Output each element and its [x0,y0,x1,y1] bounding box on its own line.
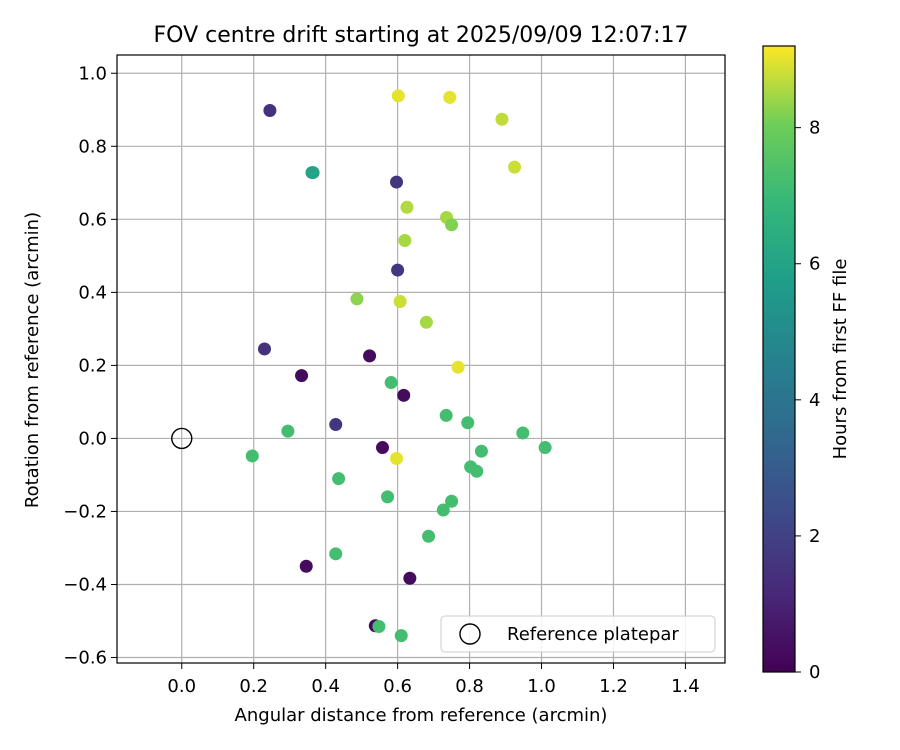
data-point [439,408,453,422]
plot-frame [116,54,726,664]
colorbar-tick-label: 0 [809,662,820,683]
data-point [422,529,436,543]
data-point [332,472,346,486]
data-point [474,444,488,458]
data-point [397,388,411,402]
y-tick-label: 0.0 [78,428,107,449]
x-tick-label: 1.0 [527,676,556,697]
data-point [391,263,405,277]
data-point [419,315,433,329]
colorbar: 0 2 4 6 8 Hours from first FF file [762,45,851,683]
y-tick-label: −0.6 [63,648,107,669]
colorbar-tick-label: 8 [809,118,820,139]
data-point [394,629,408,643]
reference-point-marker [171,427,193,450]
data-point [258,342,272,356]
data-point [451,360,465,374]
legend-box [440,615,716,653]
data-point [403,571,417,585]
colorbar-label: Hours from first FF file [830,259,851,460]
data-point [445,218,459,232]
colorbar-tick-label: 4 [809,390,820,411]
x-tick-label: 0.0 [167,676,196,697]
data-point [306,166,320,180]
data-point [372,619,386,633]
x-tick-label: 1.4 [671,676,700,697]
x-tick-label: 0.8 [455,676,484,697]
data-point [281,424,295,438]
data-point [350,292,364,306]
data-point [470,464,484,478]
colorbar-gradient [762,45,796,673]
data-point [436,503,450,517]
x-axis-label: Angular distance from reference (arcmin) [235,705,608,726]
y-tick-label: 0.8 [78,136,107,157]
y-tick-label: 0.2 [78,355,107,376]
data-point [329,547,343,561]
data-point [363,349,377,363]
y-tick-label: 0.6 [78,209,107,230]
data-point [299,559,313,573]
data-point [376,441,390,455]
data-points [171,89,552,643]
data-point [398,234,412,248]
data-point [445,494,459,508]
colorbar-tick-label: 6 [809,254,820,275]
data-point [461,416,475,430]
x-tick-label: 0.4 [311,676,340,697]
data-point [443,90,457,104]
axis-ticks: 0.0 0.2 0.4 0.6 0.8 1.0 1.2 1.4 −0.6 −0.4 −0.2 0.0 0… [63,63,699,697]
legend-label-reference: Reference platepar [507,624,679,645]
data-point [393,294,407,308]
data-point [516,426,530,440]
data-point [384,376,398,390]
y-tick-label: 0.4 [78,282,107,303]
data-point [263,104,277,118]
legend: Reference platepar [440,615,716,653]
data-point [400,200,414,214]
y-tick-label: 1.0 [78,63,107,84]
grid [117,55,725,663]
y-tick-label: −0.2 [63,501,107,522]
data-point [245,449,259,463]
data-point [391,89,405,103]
data-point [381,490,395,504]
data-point [295,369,309,383]
x-tick-label: 0.2 [239,676,268,697]
y-tick-label: −0.4 [63,574,107,595]
chart-title: FOV centre drift starting at 2025/09/09 … [154,23,689,48]
data-point [390,452,404,466]
x-tick-label: 1.2 [599,676,628,697]
colorbar-ticks: 0 2 4 6 8 [795,118,820,683]
data-point [329,418,343,432]
data-point [390,175,404,189]
data-point [538,441,552,455]
x-tick-label: 0.6 [383,676,412,697]
colorbar-tick-label: 2 [809,526,820,547]
data-point [508,160,522,174]
legend-marker-reference [459,623,481,645]
data-point [495,112,509,126]
y-axis-label: Rotation from reference (arcmin) [22,212,43,508]
